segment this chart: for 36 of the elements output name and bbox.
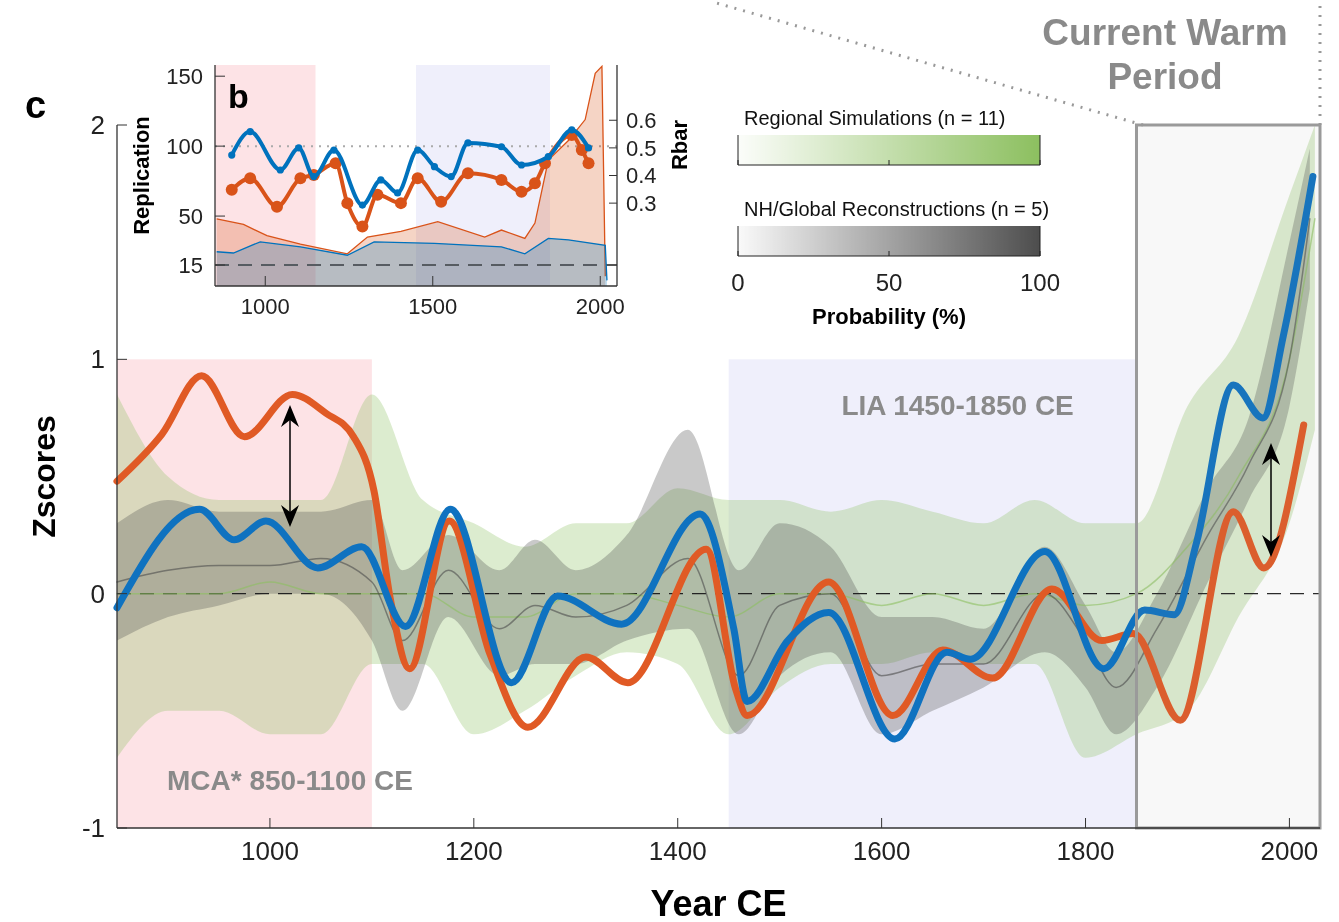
annotation: NH/Global Reconstructions (n = 5) <box>744 198 1050 220</box>
x-tick-label: 1500 <box>408 294 458 319</box>
y-tick-label: 15 <box>178 252 203 278</box>
y-tick-label: 1 <box>90 344 105 375</box>
chart-title: b <box>228 77 249 115</box>
x-tick-label: 1000 <box>241 836 299 866</box>
y-tick-label: -1 <box>81 813 105 844</box>
band-label: LIA 1450-1850 CE <box>841 390 1074 422</box>
color-bar-title: Probability (%) <box>811 304 967 329</box>
x-tick-label: 2000 <box>575 294 625 319</box>
x-axis-title: Year CE <box>650 883 787 922</box>
x-tick-label: 1200 <box>444 836 503 866</box>
x-tick-label: 1800 <box>1056 836 1115 866</box>
annotation: 50 <box>875 269 903 296</box>
chart-title: c <box>25 84 47 126</box>
y-tick-label: 150 <box>166 63 203 89</box>
y-tick-label: 100 <box>166 133 203 159</box>
annotation: 100 <box>1019 269 1061 296</box>
band-label: Current Warm Period <box>1042 12 1288 97</box>
y2-tick-label: 0.4 <box>626 163 657 189</box>
annotation: 0 <box>731 269 745 296</box>
x-tick-label: 1600 <box>852 836 911 866</box>
x-tick-label: 1000 <box>240 294 290 319</box>
annotation: Regional Simulations (n = 11) <box>744 107 1006 129</box>
y-axis-title: Zscores <box>26 415 62 538</box>
y-tick-label: 0 <box>90 578 105 609</box>
y-tick-label: 2 <box>90 110 105 141</box>
y2-axis-title: Rbar <box>667 119 692 171</box>
band-label: MCA* 850-1100 CE <box>167 765 413 796</box>
y-tick-label: 50 <box>178 203 203 229</box>
x-tick-label: 1400 <box>648 836 707 866</box>
y2-tick-label: 0.3 <box>626 190 657 216</box>
y2-tick-label: 0.5 <box>626 135 657 161</box>
y-axis-title: Replication <box>129 116 154 235</box>
x-tick-label: 2000 <box>1260 836 1319 866</box>
y2-tick-label: 0.6 <box>626 107 657 133</box>
